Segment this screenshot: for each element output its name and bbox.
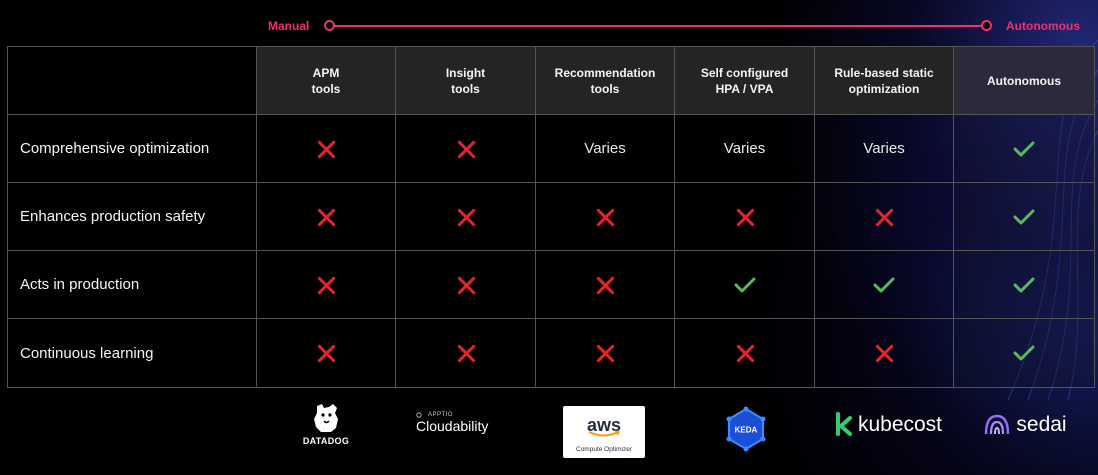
column-header: Self configured HPA / VPA [675, 47, 815, 115]
cross-icon [316, 275, 336, 295]
table-cell [396, 115, 536, 183]
column-header: Recommendation tools [536, 47, 675, 115]
scale-dot-right [981, 20, 992, 31]
cross-icon [874, 343, 894, 363]
table-cell [536, 319, 675, 387]
table-cell [257, 115, 396, 183]
comparison-table: APM tools Insight tools Recommendation too… [7, 46, 1095, 388]
datadog-logo: DATADOG [296, 402, 356, 446]
automation-scale: Manual Autonomous [0, 0, 1098, 46]
table-cell [954, 319, 1094, 387]
table-cell [954, 251, 1094, 319]
cross-icon [316, 139, 336, 159]
table-cell [815, 183, 954, 251]
aws-label: aws [586, 414, 622, 435]
checkmark-icon [873, 277, 895, 292]
table-cell [954, 115, 1094, 183]
table-cell: Varies [536, 115, 675, 183]
table-cell: Varies [675, 115, 815, 183]
cell-text: Varies [584, 140, 626, 157]
apptio-ring-icon [416, 412, 422, 418]
scale-label-manual: Manual [268, 19, 310, 33]
cross-icon [595, 275, 615, 295]
checkmark-icon [1013, 345, 1035, 361]
table-cell [257, 319, 396, 387]
keda-hexagon-icon: KEDA [726, 406, 766, 452]
sedai-logo: sedai [975, 412, 1075, 438]
table-cell [675, 251, 815, 319]
sedai-label: sedai [1016, 413, 1067, 436]
cross-icon [456, 343, 476, 363]
kubecost-k-icon [835, 412, 852, 436]
checkmark-icon [1013, 277, 1035, 292]
table-cell [815, 319, 954, 387]
table-cell [396, 251, 536, 319]
checkmark-icon [1013, 141, 1035, 156]
keda-logo: KEDA [723, 406, 769, 452]
table-cell [257, 183, 396, 251]
checkmark-icon [734, 277, 755, 292]
scale-dot-left [324, 20, 335, 31]
datadog-label: DATADOG [302, 436, 350, 446]
table-cell [536, 251, 675, 319]
kubecost-label: kubecost [857, 413, 943, 436]
vendor-logos: DATADOG APPTIO Cloudability aws Compute … [0, 398, 1098, 468]
column-header: Rule-based static optimization [815, 47, 954, 115]
cross-icon [735, 207, 755, 227]
cross-icon [456, 139, 476, 159]
cross-icon [456, 207, 476, 227]
column-header: Insight tools [396, 47, 536, 115]
sedai-waves-icon [985, 414, 1010, 435]
row-label: Comprehensive optimization [8, 115, 257, 183]
cross-icon [735, 343, 755, 363]
table-cell [675, 319, 815, 387]
datadog-dog-icon [314, 404, 338, 432]
table-cell [815, 251, 954, 319]
kubecost-logo: kubecost [828, 412, 948, 438]
table-cell [536, 183, 675, 251]
cross-icon [316, 207, 336, 227]
cross-icon [595, 343, 615, 363]
column-header: Autonomous [954, 47, 1094, 115]
scale-line [330, 25, 986, 27]
row-label: Continuous learning [8, 319, 257, 387]
cell-text: Varies [723, 140, 766, 157]
aws-smile-icon [588, 430, 621, 437]
cross-icon [316, 343, 336, 363]
scale-label-autonomous: Autonomous [1006, 19, 1080, 33]
cell-text: Varies [863, 140, 905, 157]
checkmark-icon [1013, 209, 1035, 224]
keda-label: KEDA [735, 426, 758, 435]
aws-sub-label: Compute Optimizer [576, 445, 632, 453]
table-corner [8, 47, 257, 115]
table-cell: Varies [815, 115, 954, 183]
cloudability-logo: APPTIO Cloudability [416, 412, 526, 434]
cross-icon [874, 207, 894, 227]
cross-icon [456, 275, 476, 295]
column-header: APM tools [257, 47, 396, 115]
apptio-label: APPTIO [428, 412, 454, 418]
cross-icon [595, 207, 615, 227]
aws-compute-optimizer-logo: aws Compute Optimizer [563, 406, 645, 458]
table-cell [396, 183, 536, 251]
cloudability-label: Cloudability [416, 418, 489, 434]
table-cell [675, 183, 815, 251]
row-label: Enhances production safety [8, 183, 257, 251]
row-label: Acts in production [8, 251, 257, 319]
table-cell [396, 319, 536, 387]
table-cell [257, 251, 396, 319]
table-cell [954, 183, 1094, 251]
